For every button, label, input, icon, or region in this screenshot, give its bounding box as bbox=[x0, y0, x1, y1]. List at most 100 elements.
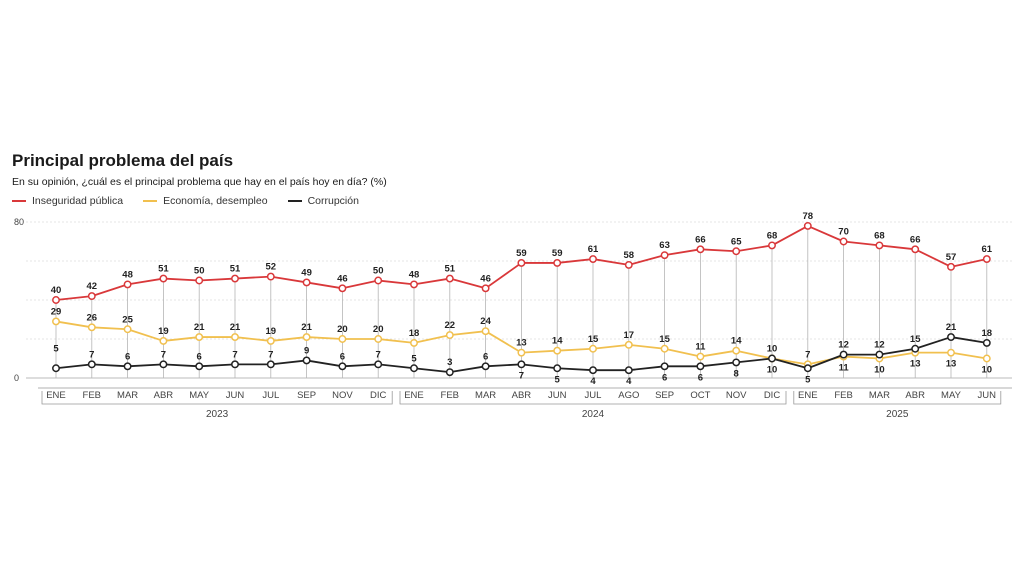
data-label: 7 bbox=[805, 349, 810, 360]
data-label: 21 bbox=[230, 322, 241, 333]
data-label: 6 bbox=[662, 372, 667, 383]
data-point bbox=[947, 348, 955, 357]
data-point bbox=[87, 323, 96, 332]
data-point bbox=[947, 262, 955, 271]
x-tick-label: DIC bbox=[764, 390, 781, 401]
data-label: 40 bbox=[51, 285, 62, 296]
data-point bbox=[875, 350, 884, 359]
data-label: 6 bbox=[340, 351, 345, 362]
data-label: 65 bbox=[731, 236, 742, 247]
data-point bbox=[481, 362, 490, 371]
data-label: 25 bbox=[122, 314, 133, 325]
data-label: 66 bbox=[910, 234, 921, 245]
data-label: 3 bbox=[447, 357, 452, 368]
data-label: 19 bbox=[158, 326, 169, 337]
data-label: 18 bbox=[409, 328, 420, 339]
data-label: 6 bbox=[483, 351, 488, 362]
data-point bbox=[696, 245, 705, 254]
data-label: 46 bbox=[337, 273, 348, 284]
data-point bbox=[338, 284, 347, 293]
data-point bbox=[553, 364, 562, 373]
data-point bbox=[266, 337, 275, 345]
x-tick-label: AGO bbox=[618, 390, 639, 401]
data-point bbox=[195, 276, 204, 285]
data-point bbox=[445, 368, 454, 377]
x-tick-label: ENE bbox=[798, 390, 818, 401]
data-label: 59 bbox=[552, 248, 563, 259]
data-label: 57 bbox=[946, 252, 957, 263]
data-label: 24 bbox=[480, 316, 491, 327]
data-point bbox=[123, 362, 132, 371]
data-label: 13 bbox=[516, 338, 527, 349]
data-label: 13 bbox=[946, 359, 957, 370]
data-point bbox=[875, 241, 884, 250]
data-label: 13 bbox=[910, 359, 921, 370]
data-label: 11 bbox=[839, 363, 850, 374]
year-bracket bbox=[793, 391, 1002, 405]
data-point bbox=[231, 333, 239, 341]
data-label: 12 bbox=[838, 340, 849, 351]
data-label: 19 bbox=[266, 326, 277, 337]
data-point bbox=[803, 221, 812, 230]
data-point bbox=[302, 356, 311, 365]
data-point bbox=[374, 276, 383, 285]
data-label: 22 bbox=[445, 320, 456, 331]
data-point bbox=[517, 360, 526, 369]
data-point bbox=[982, 338, 991, 347]
data-point bbox=[266, 360, 275, 369]
data-label: 4 bbox=[626, 376, 632, 387]
data-label: 51 bbox=[230, 264, 241, 275]
data-point bbox=[445, 274, 454, 283]
data-point bbox=[123, 280, 132, 289]
y-tick-label: 80 bbox=[14, 217, 24, 227]
data-label: 5 bbox=[411, 353, 417, 364]
data-label: 11 bbox=[695, 342, 706, 353]
chart-title: Principal problema del país bbox=[12, 151, 234, 170]
x-tick-label: SEP bbox=[297, 390, 316, 401]
legend-item-economia: Economía, desempleo bbox=[143, 195, 268, 207]
data-label: 61 bbox=[588, 244, 599, 255]
year-label: 2023 bbox=[206, 409, 229, 420]
legend-label: Corrupción bbox=[307, 195, 359, 207]
data-point bbox=[732, 247, 741, 256]
data-label: 46 bbox=[480, 273, 491, 284]
data-point bbox=[624, 260, 633, 269]
x-tick-label: JUN bbox=[978, 390, 997, 401]
data-label: 21 bbox=[194, 322, 205, 333]
data-point bbox=[839, 350, 848, 359]
data-label: 21 bbox=[301, 322, 312, 333]
data-label: 14 bbox=[552, 336, 563, 347]
data-label: 12 bbox=[874, 340, 885, 351]
data-label: 6 bbox=[698, 372, 703, 383]
data-label: 15 bbox=[588, 334, 599, 345]
data-point bbox=[982, 255, 991, 263]
data-point bbox=[195, 333, 204, 341]
legend-swatch bbox=[287, 200, 302, 202]
data-label: 7 bbox=[519, 370, 524, 381]
data-point bbox=[517, 259, 526, 267]
data-label: 10 bbox=[874, 365, 885, 376]
data-point bbox=[589, 366, 597, 375]
x-tick-label: JUL bbox=[585, 390, 602, 401]
data-label: 15 bbox=[659, 334, 670, 345]
data-point bbox=[52, 296, 60, 304]
data-point bbox=[803, 364, 812, 373]
data-label: 4 bbox=[590, 376, 596, 387]
data-point bbox=[947, 333, 955, 341]
chart-subtitle: En su opinión, ¿cuál es el principal pro… bbox=[12, 176, 387, 188]
x-tick-label: NOV bbox=[332, 390, 353, 401]
data-point bbox=[589, 344, 597, 353]
data-label: 58 bbox=[624, 250, 635, 261]
data-label: 50 bbox=[194, 266, 205, 277]
data-label: 51 bbox=[158, 264, 169, 275]
data-point bbox=[410, 338, 418, 347]
data-point bbox=[660, 344, 669, 353]
data-point bbox=[911, 245, 920, 254]
data-point bbox=[517, 348, 526, 357]
x-tick-label: MAY bbox=[941, 390, 962, 401]
legend-swatch bbox=[12, 200, 26, 202]
data-point bbox=[123, 325, 132, 334]
year-bracket bbox=[399, 391, 787, 405]
data-label: 7 bbox=[268, 349, 273, 360]
